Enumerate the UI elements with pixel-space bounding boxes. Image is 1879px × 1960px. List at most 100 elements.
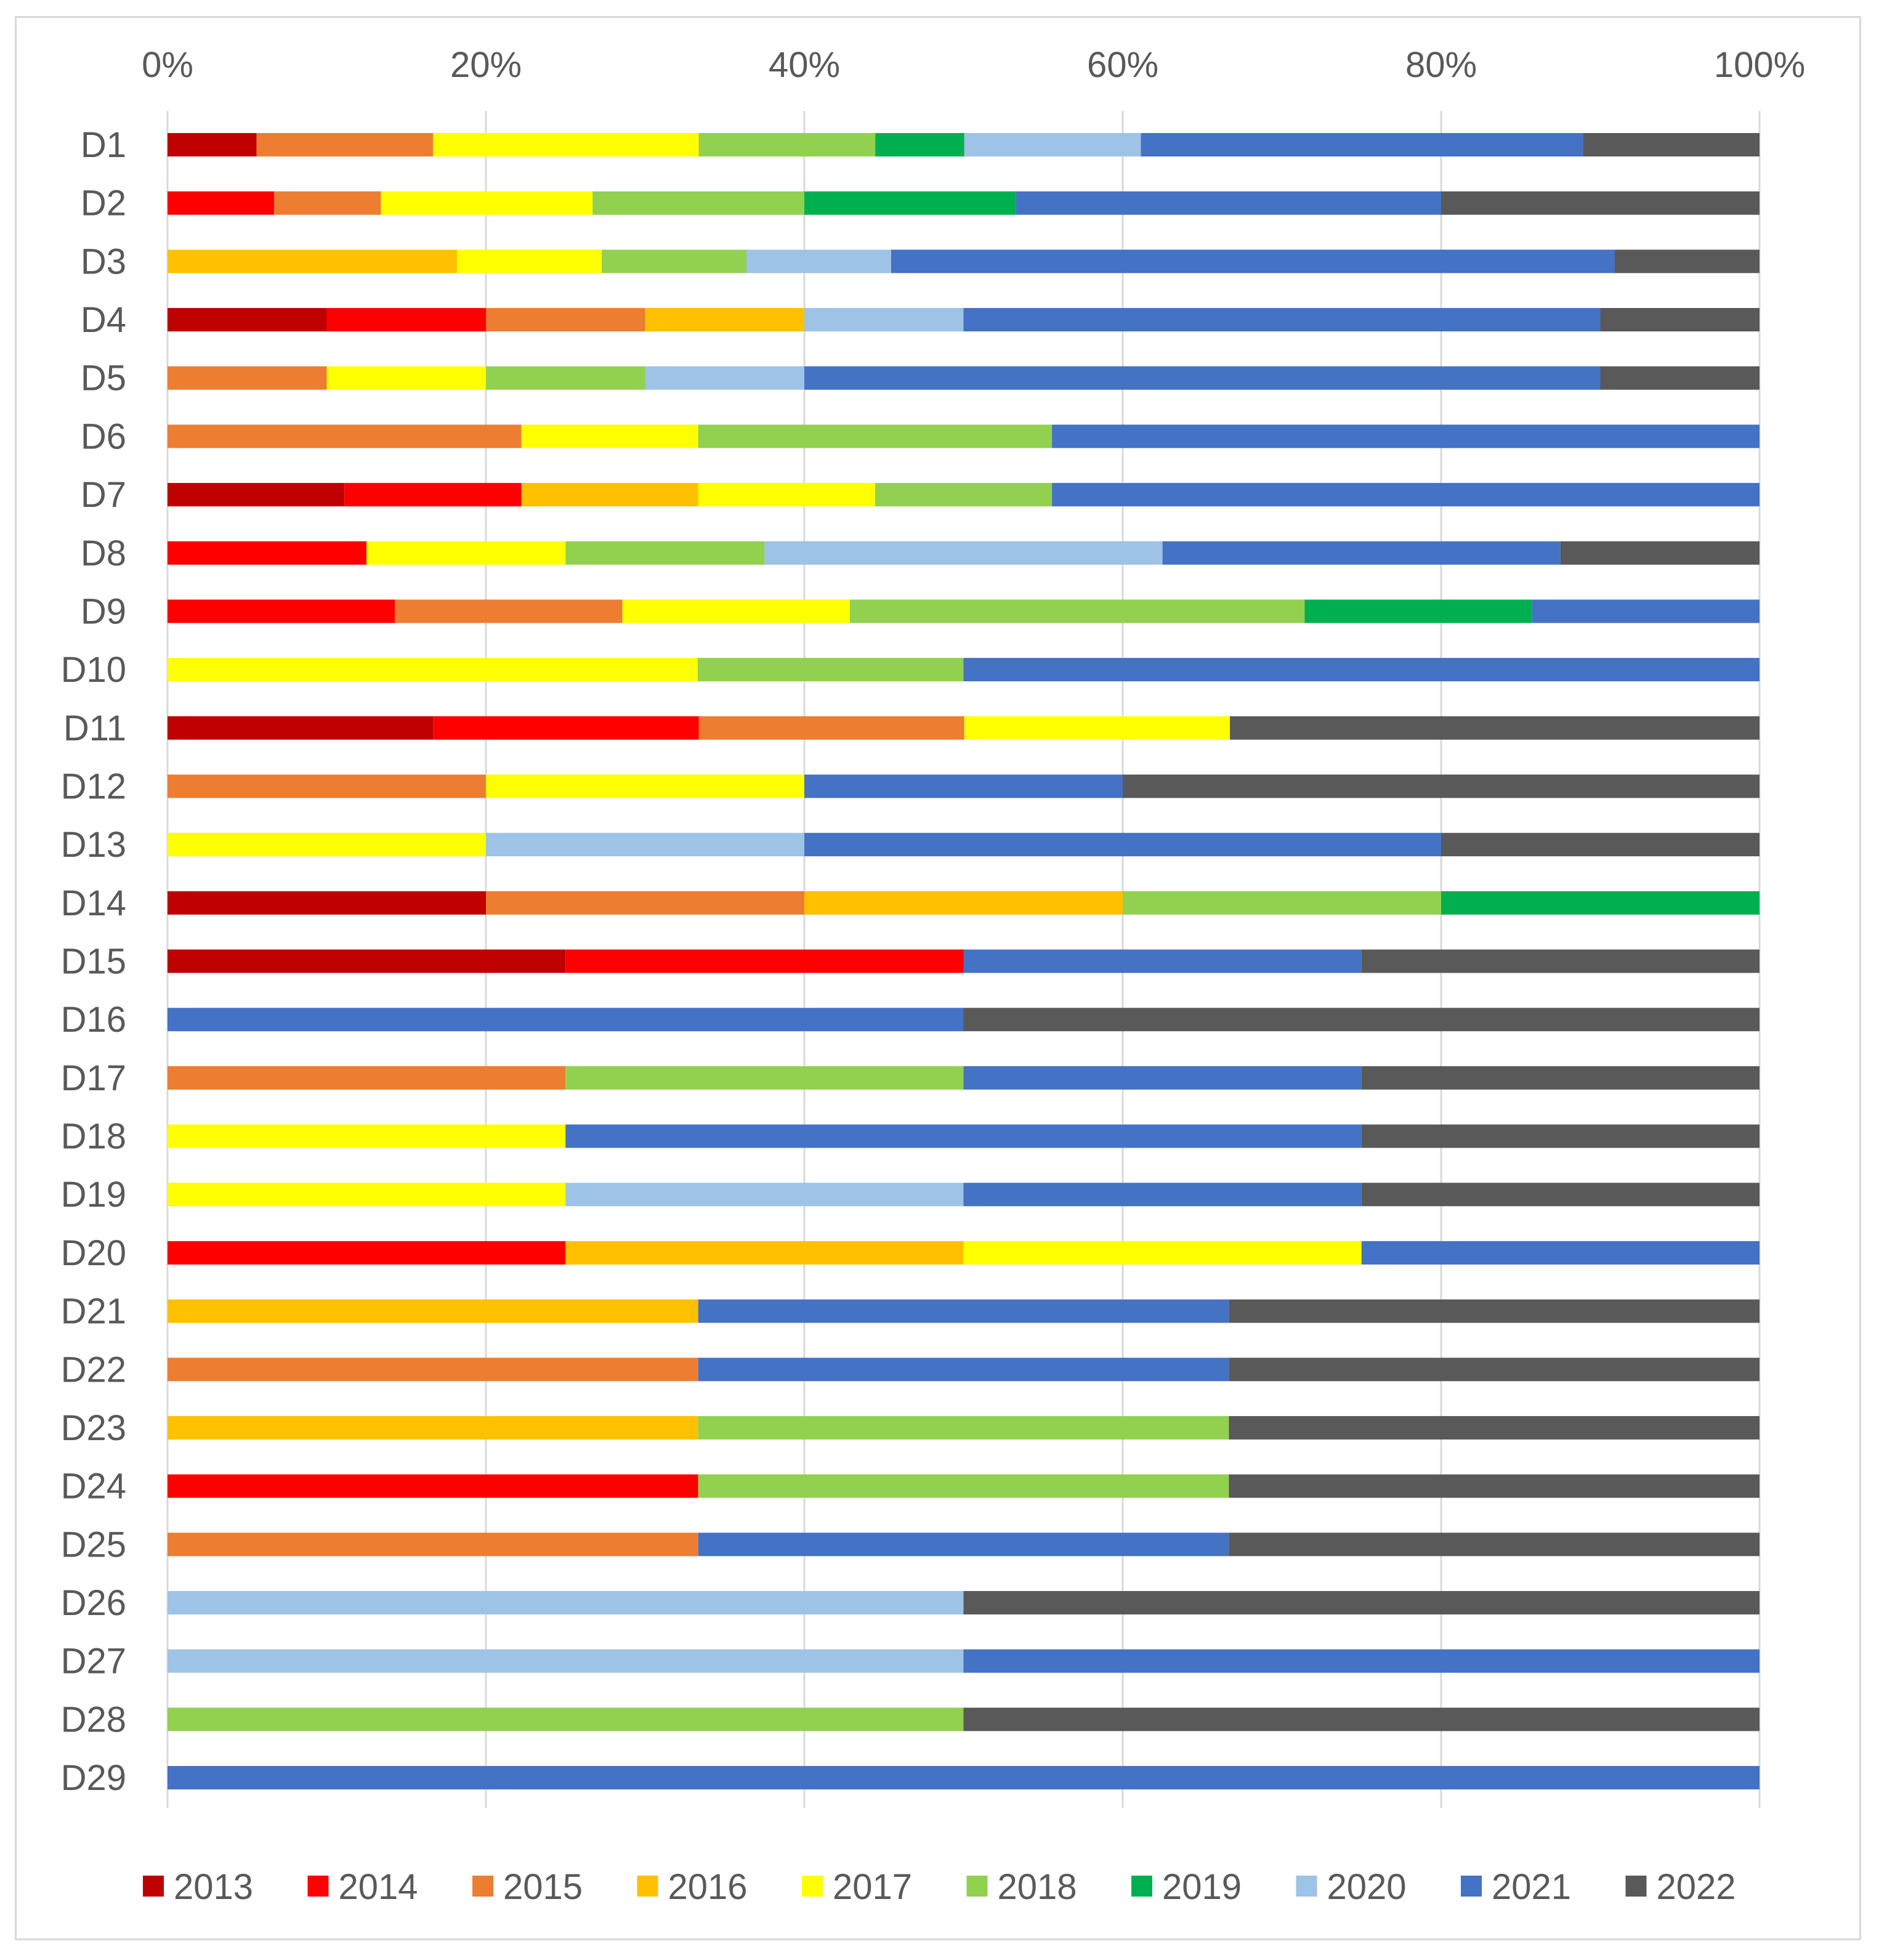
category-label: D11 [63,708,126,748]
legend-label: 2013 [174,1867,253,1907]
bar-segment-2013 [168,308,327,332]
bar-segment-2014 [168,191,275,215]
bar-segment-2015 [168,774,486,798]
bar-segment-2017 [433,133,699,156]
bar-segment-2020 [645,366,804,390]
bar-segment-2021 [1532,599,1760,623]
bar-segment-2017 [168,1183,566,1207]
bar-segment-2021 [1162,541,1561,565]
bar-segment-2013 [168,716,434,740]
bar-segment-2015 [168,1358,698,1382]
bar-segment-2017 [168,833,486,857]
category-label: D4 [81,300,126,340]
bar-segment-2022 [1600,308,1760,332]
bar-segment-2017 [457,249,602,273]
bar-segment-2022 [1441,833,1760,857]
category-label: D23 [61,1408,126,1448]
category-label: D7 [81,475,126,515]
bar-segment-2015 [168,424,522,448]
category-label: D1 [81,125,126,165]
bar-segment-2018 [565,541,765,565]
bar-segment-2021 [698,1533,1229,1557]
bar-segment-2021 [698,1358,1229,1382]
legend-swatch [1625,1876,1647,1897]
bar-segment-2018 [698,1415,1229,1440]
bar-segment-2020 [168,1591,964,1614]
bar-segment-2022 [963,1008,1760,1032]
bar-segment-2018 [486,366,645,390]
bar-segment-2018 [592,191,804,215]
category-label: D25 [61,1525,126,1565]
bar-segment-2018 [875,483,1053,507]
bar-segment-2021 [1052,483,1760,507]
category-label: D14 [61,883,126,923]
bar-segment-2021 [1052,424,1760,448]
category-label: D27 [61,1642,126,1682]
bar-segment-2016 [168,1299,698,1323]
category-label: D19 [61,1175,126,1215]
bar-segment-2022 [1361,1124,1760,1148]
bar-segment-2018 [602,249,746,273]
bar-segment-2013 [168,891,486,915]
chart-area [15,16,1861,1940]
bar-segment-2021 [891,249,1615,273]
bar-segment-2021 [698,1299,1229,1323]
bar-segment-2020 [964,133,1141,156]
bar-segment-2017 [698,483,875,507]
bar-segment-2022 [1123,774,1760,798]
bar-segment-2017 [963,1241,1362,1265]
bar-segment-2014 [168,1474,698,1498]
x-tick-label: 40% [769,45,840,85]
bar-segment-2015 [486,308,645,332]
legend-label: 2019 [1162,1867,1242,1907]
category-label: D16 [61,1000,126,1040]
legend-swatch [1131,1876,1152,1897]
bar-segment-2018 [1123,891,1441,915]
bar-segment-2018 [168,1707,964,1731]
bar-segment-2020 [168,1649,964,1673]
bar-segment-2015 [698,716,964,740]
x-tick-label: 100% [1714,45,1805,85]
bar-segment-2013 [168,949,566,973]
bar-segment-2015 [168,1533,698,1557]
bar-segment-2021 [1141,133,1583,156]
bar-segment-2017 [168,658,698,682]
bar-segment-2015 [274,191,381,215]
bar-segment-2018 [849,599,1305,623]
x-axis-ticks: 0% 20% 40% 60% 80% 100% [142,45,1805,85]
bar-segment-2022 [1560,541,1760,565]
x-tick-label: 20% [450,45,522,85]
bar-segment-2022 [1229,1358,1760,1382]
bar-segment-2018 [565,1066,964,1090]
bar-segment-2022 [1600,366,1760,390]
bar-segment-2014 [565,949,964,973]
category-label: D6 [81,416,126,456]
category-label: D29 [61,1758,126,1798]
bar-segment-2015 [256,133,434,156]
legend-label: 2014 [339,1867,418,1907]
bar-segment-2016 [168,249,457,273]
legend: 2013 2014 2015 2016 2017 2018 2019 2020 2021 2022 [143,1867,1736,1907]
bar-segment-2013 [168,483,345,507]
bar-segment-2015 [168,1066,566,1090]
bar-segment-2022 [1583,133,1760,156]
bar-segment-2018 [698,424,1053,448]
category-label: D2 [81,184,126,224]
legend-label: 2020 [1327,1867,1407,1907]
bar-segment-2018 [697,658,964,682]
bar-segment-2021 [804,366,1601,390]
bar-segment-2020 [486,833,804,857]
bar-segment-2014 [344,483,522,507]
bar-segment-2021 [804,833,1441,857]
bar-segment-2017 [964,716,1230,740]
bar-segment-2022 [1615,249,1760,273]
bar-segment-2022 [1229,1415,1760,1440]
bar-segment-2021 [1361,1241,1760,1265]
bar-segment-2022 [1230,716,1760,740]
legend-label: 2016 [668,1867,748,1907]
bar-segment-2014 [326,308,486,332]
bars [168,133,1760,1790]
bar-segment-2022 [963,1591,1760,1614]
bar-segment-2021 [963,1649,1760,1673]
bar-segment-2019 [875,133,964,156]
